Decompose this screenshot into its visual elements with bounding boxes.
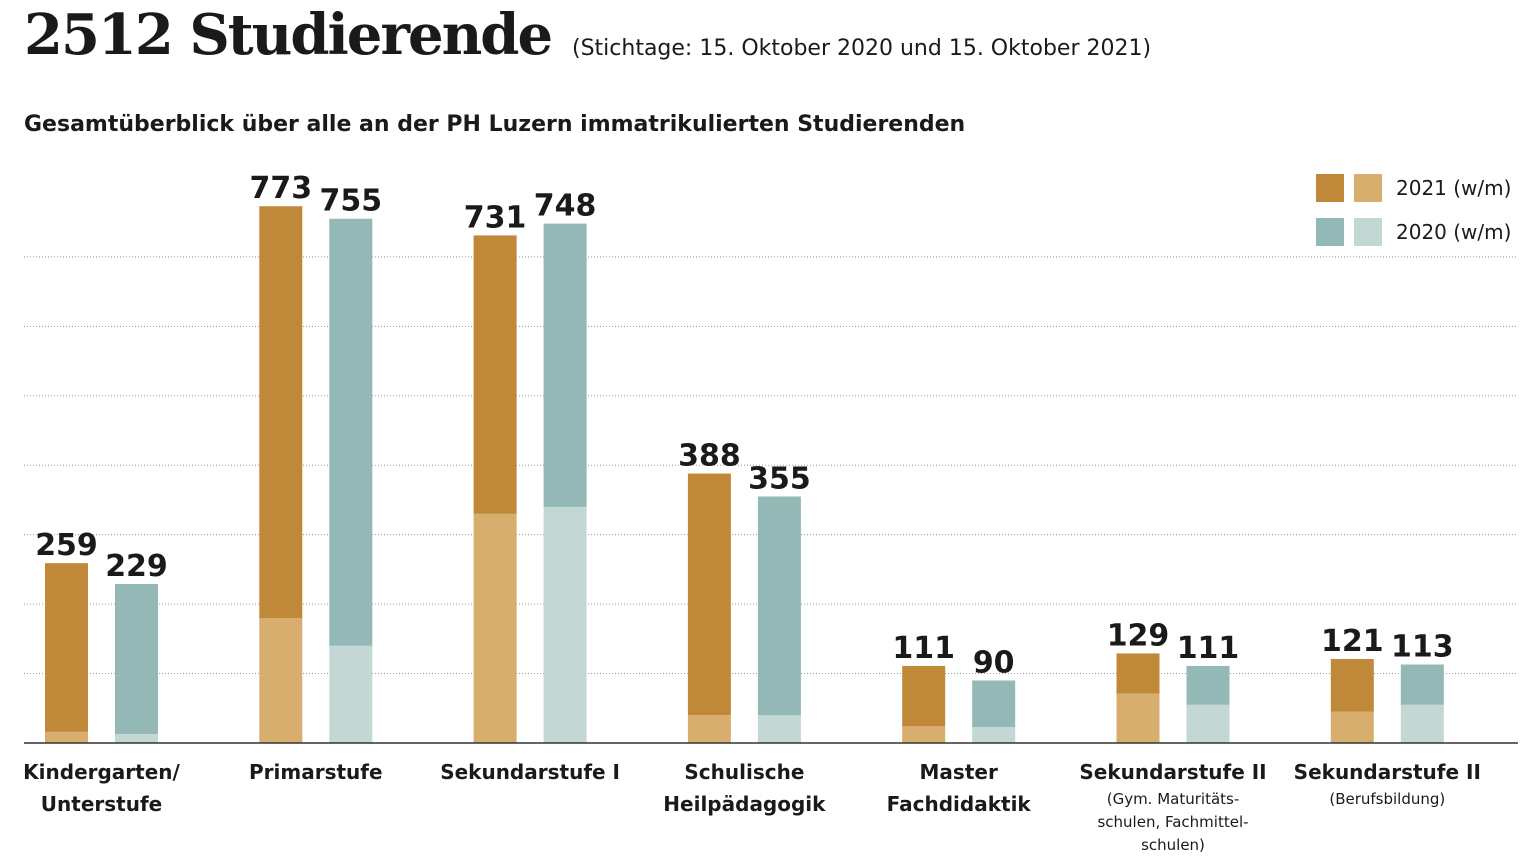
legend-swatch-2020-m — [1354, 218, 1382, 246]
bar-segment-m — [687, 715, 731, 743]
bar-segment-m — [757, 715, 801, 743]
data-label: 748 — [534, 189, 597, 224]
bar-segment-m — [1400, 704, 1444, 743]
bar-segment-w — [259, 206, 303, 619]
legend-item-2021: 2021 (w/m) — [1316, 174, 1532, 204]
data-label: 388 — [678, 439, 741, 474]
bar-segment-w — [687, 473, 731, 716]
bar-segment-m — [1116, 693, 1160, 743]
bar-segment-w — [115, 583, 158, 734]
legend-swatch-2021-m — [1354, 174, 1382, 202]
data-label: 755 — [319, 184, 382, 219]
data-label: 111 — [892, 631, 955, 666]
bar-segment-w — [757, 496, 801, 716]
bar-segment-m — [329, 645, 373, 743]
legend-item-2020: 2020 (w/m) — [1316, 218, 1532, 248]
bar-segment-m — [259, 618, 303, 743]
bar-segment-w — [543, 223, 587, 507]
category-name: Sekundarstufe II — [1079, 760, 1267, 784]
bar-segment-m — [115, 733, 158, 743]
category-label: Primarstufe — [211, 756, 421, 788]
category-name: Master Fachdidaktik — [886, 760, 1031, 816]
legend-swatch-2020-w — [1316, 218, 1344, 246]
data-label: 731 — [464, 200, 527, 235]
bar-segment-m — [1186, 704, 1230, 743]
category-label: Sekundarstufe II (Berufsbildung) — [1282, 756, 1492, 811]
data-label: 773 — [249, 171, 312, 206]
bar-segment-w — [1400, 664, 1444, 705]
bar-segment-w — [473, 235, 517, 514]
category-label: Sekundarstufe II (Gym. Maturitäts- schule… — [1068, 756, 1278, 857]
bar-segment-w — [902, 665, 946, 727]
bar-segment-w — [1116, 653, 1160, 694]
category-label: Schulische Heilpädagogik — [639, 756, 849, 820]
header: 2512 Studierende (Stichtage: 15. Oktober… — [24, 0, 1514, 80]
bar-segment-w — [1186, 665, 1230, 705]
category-subtitle: (Gym. Maturitäts- schulen, Fachmittel- s… — [1097, 790, 1249, 854]
chart-description: Gesamtüberblick über alle an der PH Luze… — [24, 112, 966, 137]
data-label: 121 — [1321, 624, 1384, 659]
legend-swatch-2021-w — [1316, 174, 1344, 202]
legend-label-2021: 2021 (w/m) — [1396, 176, 1512, 200]
category-subtitle: (Berufsbildung) — [1329, 790, 1446, 808]
data-label: 259 — [35, 528, 98, 563]
bar-segment-w — [1330, 658, 1374, 712]
data-label: 129 — [1107, 618, 1170, 653]
bar-segment-m — [1330, 711, 1374, 743]
category-name: Sekundarstufe I — [440, 760, 620, 784]
category-label: Master Fachdidaktik — [854, 756, 1064, 820]
category-name: Sekundarstufe II — [1293, 760, 1481, 784]
legend-label-2020: 2020 (w/m) — [1396, 220, 1512, 244]
data-label: 113 — [1391, 630, 1454, 665]
category-label: Sekundarstufe I — [425, 756, 635, 788]
data-label: 229 — [105, 549, 168, 584]
category-label: Kindergarten/ Unterstufe — [0, 756, 207, 820]
data-label: 90 — [973, 646, 1015, 681]
chart-subtitle: (Stichtage: 15. Oktober 2020 und 15. Okt… — [572, 36, 1152, 61]
bar-segment-w — [972, 680, 1016, 728]
bar-segment-m — [473, 513, 517, 743]
bar-segment-w — [45, 563, 88, 732]
bar-segment-m — [543, 506, 587, 743]
legend: 2021 (w/m) 2020 (w/m) — [1316, 172, 1532, 252]
bar-segment-m — [902, 726, 946, 743]
bar-segment-w — [329, 218, 373, 646]
data-label: 355 — [748, 461, 811, 496]
data-label: 111 — [1177, 631, 1240, 666]
chart-title: 2512 Studierende — [24, 2, 553, 68]
category-name: Schulische Heilpädagogik — [663, 760, 826, 816]
category-name: Kindergarten/ Unterstufe — [23, 760, 180, 816]
category-name: Primarstufe — [249, 760, 383, 784]
bar-segment-m — [972, 727, 1016, 743]
bar-segment-m — [45, 731, 88, 743]
